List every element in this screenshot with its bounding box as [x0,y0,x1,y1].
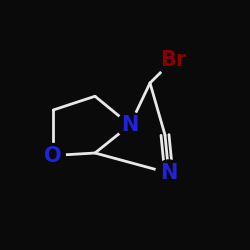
Circle shape [156,160,182,186]
Circle shape [157,42,191,76]
Text: Br: Br [160,50,187,70]
Circle shape [117,112,143,138]
Text: N: N [160,163,178,183]
Text: N: N [121,115,139,135]
Circle shape [41,144,65,168]
Text: O: O [44,146,62,166]
